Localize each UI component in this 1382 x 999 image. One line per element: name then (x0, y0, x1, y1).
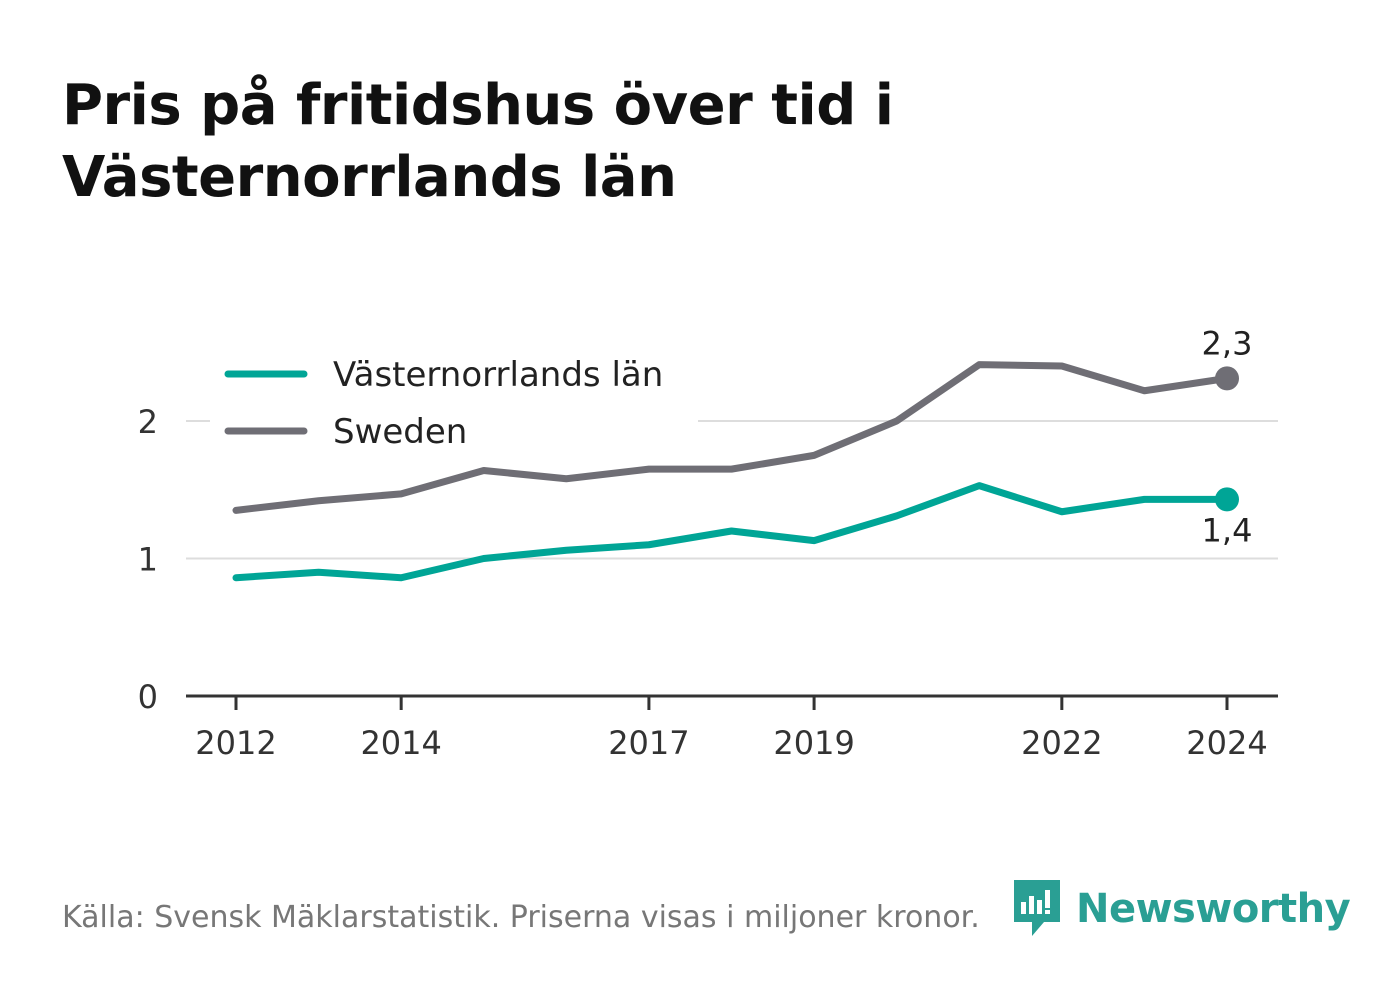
x-tick-label: 2017 (608, 724, 689, 762)
end-point-sweden (1215, 366, 1239, 391)
legend: Västernorrlands län Sweden (210, 348, 698, 464)
y-tick-label: 2 (138, 403, 158, 441)
brand-name: Newsworthy (1076, 886, 1351, 932)
x-tick-label: 2022 (1021, 724, 1102, 762)
chart-title: Pris på fritidshus över tid i Västernorr… (62, 73, 894, 210)
legend-background (210, 348, 698, 464)
x-tick-label: 2012 (195, 724, 276, 762)
y-tick-label: 1 (138, 541, 158, 579)
series-line-sweden (232, 361, 1231, 514)
series: 1,4 2,3 (232, 324, 1253, 582)
source-note: Källa: Svensk Mäklarstatistik. Priserna … (62, 900, 980, 935)
newsworthy-logo-icon (1014, 880, 1060, 936)
x-tick-label: 2014 (360, 724, 441, 762)
series-line-vasternorrland (232, 482, 1231, 582)
x-tick-label: 2024 (1186, 724, 1267, 762)
y-tick-label: 0 (138, 678, 158, 716)
x-tick-label: 2019 (773, 724, 854, 762)
line-chart: 0 1 2 2012 2014 2017 2019 2022 2024 1,4 2,3 Väste… (138, 324, 1278, 762)
axes: 0 1 2 2012 2014 2017 2019 2022 2024 (138, 403, 1278, 762)
brand-logo[interactable]: Newsworthy (1012, 878, 1351, 940)
end-value-label: 1,4 (1202, 511, 1253, 549)
end-point-vasternorrland (1215, 487, 1239, 512)
legend-label: Västernorrlands län (333, 355, 663, 395)
legend-label: Sweden (333, 412, 467, 452)
end-value-label: 2,3 (1202, 324, 1253, 362)
